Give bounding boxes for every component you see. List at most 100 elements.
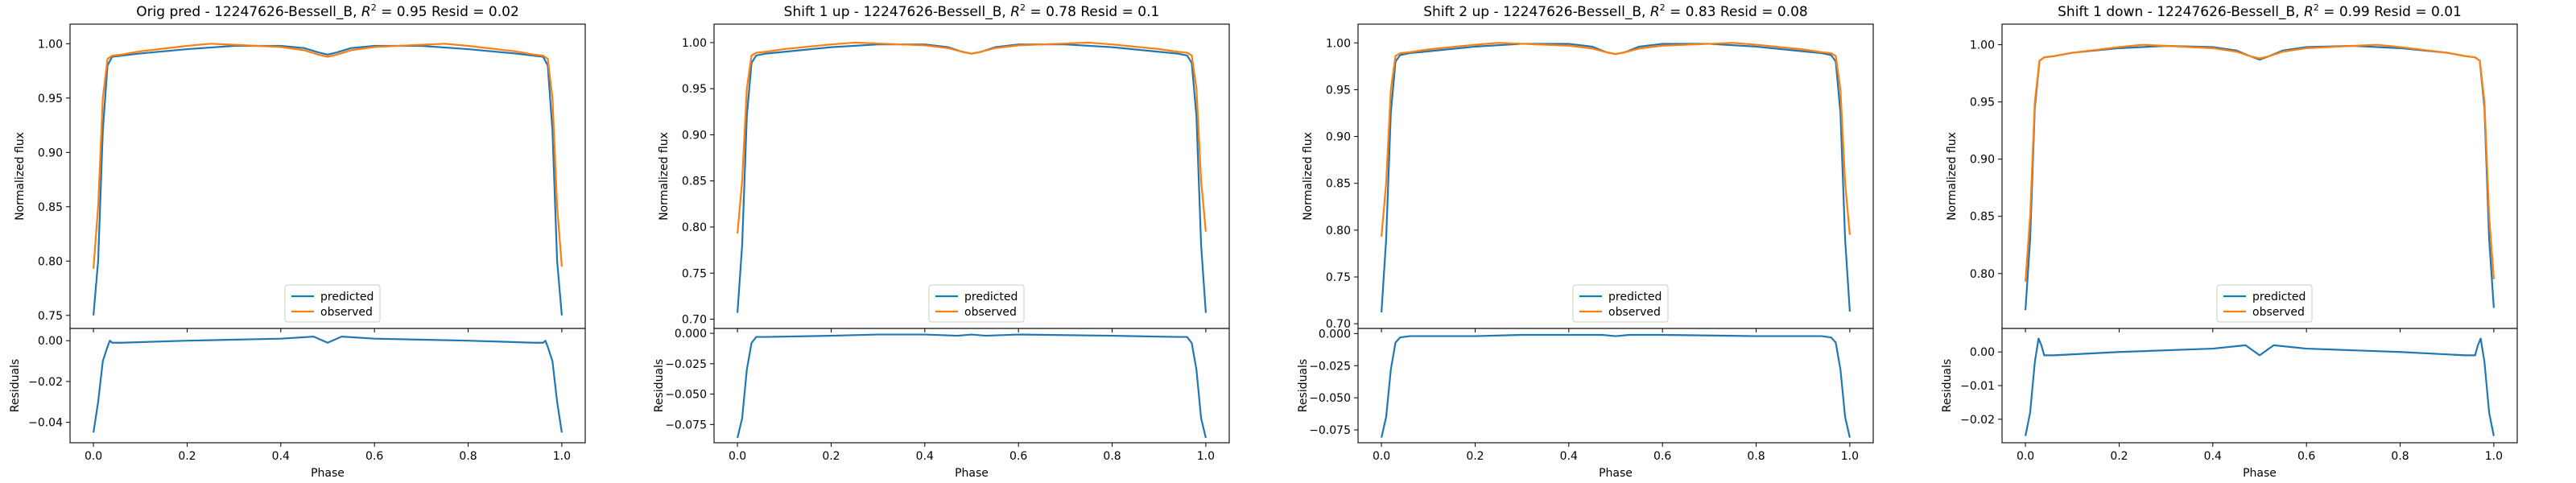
residual-axis-label: Residuals [9, 359, 22, 412]
x-tick-label: 0.6 [1653, 450, 1671, 463]
residual-axis-label: Residuals [1297, 359, 1310, 412]
y-tick-label: 0.90 [682, 129, 707, 142]
residual-axis-label: Residuals [1941, 359, 1954, 412]
y-axis-label: Normalized flux [658, 132, 671, 221]
residual-line [93, 336, 563, 433]
residual-y-tick-label: −0.04 [28, 417, 63, 430]
title-r: R [1650, 4, 1660, 20]
residual-y-tick-label: −0.075 [665, 419, 707, 431]
x-tick-label: 0.0 [2017, 450, 2034, 463]
residual-line [2025, 337, 2495, 436]
x-tick-label: 0.6 [1009, 450, 1027, 463]
series-line-observed [736, 41, 1208, 234]
x-tick-label: 0.4 [2204, 450, 2222, 463]
y-tick-label: 0.80 [38, 255, 63, 268]
x-tick-label: 0.2 [1466, 450, 1484, 463]
legend: predicted observed [2216, 284, 2313, 323]
chart-title: Shift 2 up - 12247626-Bessell_B, R2 = 0.… [1423, 2, 1807, 20]
y-tick-label: 0.80 [1326, 225, 1351, 237]
x-tick-label: 0.6 [2297, 450, 2315, 463]
series-line-predicted [92, 44, 564, 316]
legend-label-observed: observed [320, 306, 373, 319]
y-tick-label: 0.85 [1970, 211, 1995, 224]
series-line-observed [1380, 42, 1852, 237]
title-r-exponent: 2 [1020, 2, 1026, 13]
y-tick-label: 0.95 [1326, 84, 1351, 97]
legend-box [2216, 284, 2313, 323]
legend-label-predicted: predicted [320, 291, 374, 303]
flux-axes-frame [713, 23, 1230, 329]
x-tick-label: 0.2 [2110, 450, 2128, 463]
chart-panel-2: Shift 1 up - 12247626-Bessell_B, R2 = 0.… [653, 2, 1230, 480]
y-tick-label: 0.80 [682, 221, 707, 234]
y-tick-label: 0.90 [38, 147, 63, 159]
residual-line [737, 333, 1207, 439]
residual-y-tick-label: −0.050 [665, 389, 707, 402]
legend-label-observed: observed [1608, 306, 1661, 319]
y-tick-label: 0.95 [38, 93, 63, 105]
y-tick-label: 0.70 [1326, 318, 1351, 331]
legend-label-observed: observed [964, 306, 1017, 319]
series-line-predicted [1380, 43, 1852, 313]
legend-label-predicted: predicted [1608, 291, 1662, 303]
y-tick-label: 1.00 [682, 37, 707, 50]
x-tick-label: 0.0 [729, 450, 746, 463]
residual-y-tick-label: 0.000 [1319, 328, 1351, 341]
residual-y-tick-label: −0.025 [1309, 360, 1351, 373]
x-tick-label: 0.8 [459, 450, 477, 463]
chart-title: Shift 1 up - 12247626-Bessell_B, R2 = 0.… [784, 2, 1160, 20]
legend-label-predicted: predicted [964, 291, 1018, 303]
x-tick-label: 0.2 [178, 450, 196, 463]
x-tick-label: 0.4 [916, 450, 934, 463]
x-tick-label: 0.0 [1373, 450, 1390, 463]
legend: predicted observed [1572, 284, 1669, 323]
series-line-predicted [736, 43, 1208, 313]
y-tick-label: 1.00 [38, 38, 63, 51]
residual-axes-frame [1357, 328, 1874, 444]
legend: predicted observed [928, 284, 1025, 323]
residual-axes-frame [2001, 328, 2518, 444]
residual-y-tick-label: −0.02 [1960, 414, 1995, 427]
y-tick-label: 1.00 [1970, 39, 1995, 52]
x-axis-label: Phase [2243, 467, 2277, 480]
title-r: R [361, 4, 371, 20]
x-tick-label: 0.4 [1560, 450, 1578, 463]
residual-y-tick-label: 0.00 [1970, 346, 1995, 359]
x-tick-label: 0.2 [822, 450, 840, 463]
residual-axes-frame [69, 328, 586, 444]
x-tick-label: 1.0 [1197, 450, 1215, 463]
residual-y-tick-label: −0.050 [1309, 392, 1351, 405]
title-r-exponent: 2 [1660, 2, 1666, 13]
x-axis-label: Phase [955, 467, 989, 480]
x-axis-label: Phase [1599, 467, 1633, 480]
legend-box [1572, 284, 1669, 323]
y-tick-label: 0.75 [38, 310, 63, 323]
x-tick-label: 0.6 [365, 450, 383, 463]
legend-label-predicted: predicted [2252, 291, 2306, 303]
title-suffix: = 0.78 Resid = 0.1 [1026, 4, 1159, 20]
title-r-exponent: 2 [2314, 2, 2319, 13]
residual-y-tick-label: −0.01 [1960, 380, 1995, 393]
chart-panel-3: Shift 2 up - 12247626-Bessell_B, R2 = 0.… [1297, 2, 1874, 480]
chart-title: Shift 1 down - 12247626-Bessell_B, R2 = … [2058, 2, 2462, 20]
x-tick-label: 0.0 [85, 450, 102, 463]
title-r: R [2304, 4, 2314, 20]
flux-axes-frame [2001, 23, 2518, 329]
legend: predicted observed [284, 284, 381, 323]
y-tick-label: 0.75 [1326, 271, 1351, 284]
y-tick-label: 1.00 [1326, 37, 1351, 50]
legend-box [284, 284, 381, 323]
flux-axes-frame [69, 23, 586, 329]
title-text: Shift 1 up - 12247626-Bessell_B, [784, 4, 1011, 20]
y-tick-label: 0.90 [1970, 154, 1995, 167]
y-tick-label: 0.85 [38, 201, 63, 214]
y-tick-label: 0.95 [1970, 97, 1995, 109]
chart-panel-4: Shift 1 down - 12247626-Bessell_B, R2 = … [1941, 2, 2518, 480]
title-r: R [1010, 4, 1020, 20]
x-tick-label: 0.8 [1747, 450, 1765, 463]
residual-axes-frame [713, 328, 1230, 444]
y-tick-label: 0.90 [1326, 131, 1351, 144]
title-text: Shift 1 down - 12247626-Bessell_B, [2058, 4, 2304, 20]
y-tick-label: 0.75 [682, 267, 707, 280]
